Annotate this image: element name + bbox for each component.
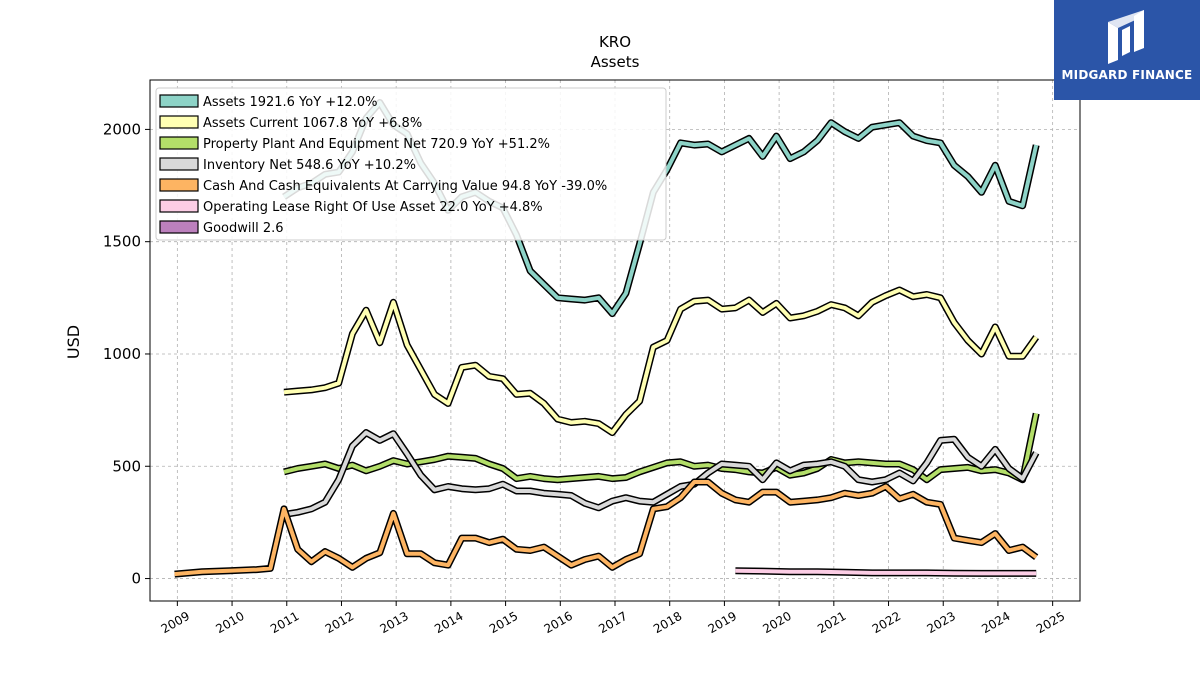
x-tick-label: 2011	[268, 609, 301, 636]
legend-swatch	[159, 178, 199, 192]
x-tick-label: 2022	[870, 609, 903, 636]
series-line	[283, 430, 1038, 517]
y-axis-label: USD	[64, 325, 83, 359]
y-tick-label: 1000	[103, 345, 141, 363]
x-tick-label: 2010	[213, 609, 246, 636]
x-tick-label: 2019	[706, 609, 739, 636]
x-tick-label: 2015	[487, 609, 520, 636]
series-line	[283, 288, 1038, 435]
x-axis: 2009 2010 2011 2012 2013 2014 2015 2016 2017 2018…	[159, 601, 1067, 636]
chart-title: KRO	[599, 33, 631, 51]
x-tick-label: 2014	[432, 609, 465, 636]
x-tick-label: 2018	[651, 609, 684, 636]
legend-swatch	[159, 157, 199, 171]
y-tick-label: 2000	[103, 120, 141, 138]
x-tick-label: 2024	[979, 609, 1012, 636]
logo-icon	[1108, 10, 1144, 64]
legend-label: Cash And Cash Equivalents At Carrying Va…	[203, 179, 607, 194]
x-tick-label: 2020	[760, 609, 793, 636]
y-tick-label: 500	[112, 457, 141, 475]
y-tick-label: 0	[131, 570, 141, 588]
legend-box	[155, 87, 667, 241]
chart-subtitle: Assets	[591, 53, 640, 71]
legend-label: Assets Current 1067.8 YoY +6.8%	[203, 116, 422, 131]
y-axis: 0 500 1000 1500 2000	[103, 120, 150, 588]
x-tick-label: 2016	[542, 609, 575, 636]
x-tick-label: 2025	[1034, 609, 1067, 636]
x-tick-label: 2009	[159, 609, 192, 636]
legend-swatch	[159, 136, 199, 150]
x-tick-label: 2017	[596, 609, 629, 636]
legend-label: Inventory Net 548.6 YoY +10.2%	[203, 158, 416, 173]
y-tick-label: 1500	[103, 233, 141, 251]
legend-swatch	[159, 199, 199, 213]
legend-swatch	[159, 220, 199, 234]
x-tick-label: 2021	[815, 609, 848, 636]
series-line	[174, 480, 1038, 577]
series-line	[735, 568, 1037, 576]
legend-label: Property Plant And Equipment Net 720.9 Y…	[203, 137, 550, 152]
logo-text: MIDGARD FINANCE	[1061, 68, 1193, 82]
legend-label: Goodwill 2.6	[203, 221, 284, 236]
legend-label: Assets 1921.6 YoY +12.0%	[203, 95, 378, 110]
x-tick-label: 2012	[323, 609, 356, 636]
legend: Assets 1921.6 YoY +12.0% Assets Current 1…	[155, 87, 667, 241]
brand-logo: MIDGARD FINANCE	[1054, 0, 1200, 100]
x-tick-label: 2023	[925, 609, 958, 636]
legend-swatch	[159, 94, 199, 108]
x-tick-label: 2013	[377, 609, 410, 636]
legend-label: Operating Lease Right Of Use Asset 22.0 …	[203, 200, 543, 215]
legend-swatch	[159, 115, 199, 129]
